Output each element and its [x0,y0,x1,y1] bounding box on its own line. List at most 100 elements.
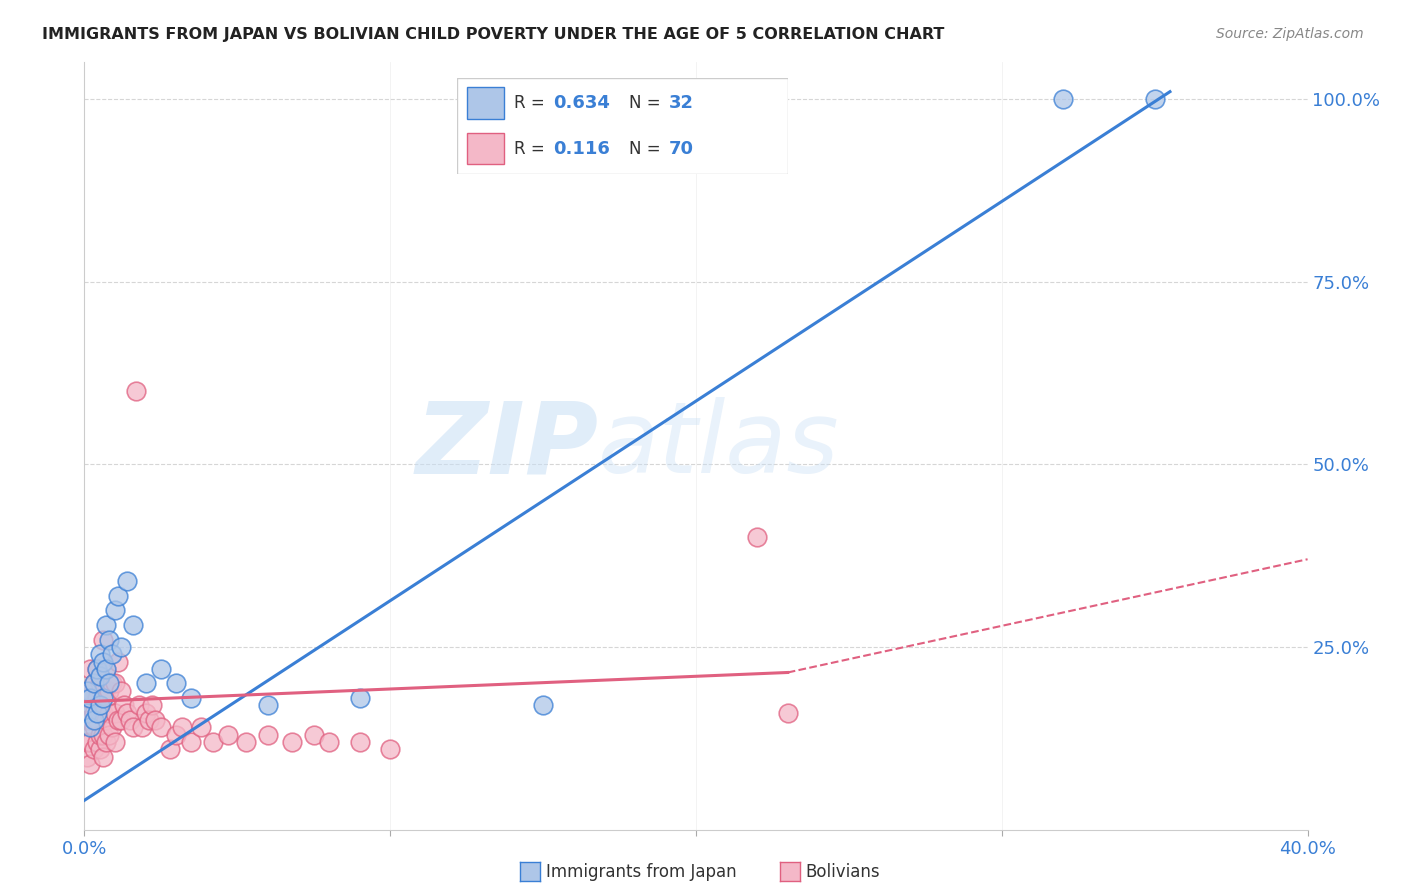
Point [180,735,202,749]
Point [79,720,101,734]
Text: Immigrants from Japan: Immigrants from Japan [546,863,737,881]
Point [79,735,101,749]
Point [1143,92,1166,106]
Point [104,735,127,749]
Point [76,691,98,706]
Point [89,647,111,661]
Point [349,691,371,706]
Point [86,662,108,676]
Point [138,713,160,727]
Point [107,713,129,727]
Point [349,735,371,749]
Point [302,728,325,742]
Point [122,720,145,734]
Point [101,647,124,661]
Point [91,728,114,742]
Point [257,698,280,713]
Point [172,720,194,734]
Point [76,735,98,749]
Point [91,632,114,647]
Point [79,691,101,706]
Text: atlas: atlas [598,398,839,494]
Point [190,720,212,734]
Point [83,676,105,690]
Point [89,742,111,756]
Point [747,530,769,544]
Point [110,683,132,698]
Point [776,706,799,720]
Point [149,720,172,734]
Point [201,735,224,749]
Point [281,735,304,749]
Point [91,749,114,764]
Point [101,720,124,734]
Point [165,676,187,690]
Point [104,676,127,690]
Point [128,698,150,713]
Point [76,683,98,698]
Point [135,706,157,720]
Point [91,655,114,669]
Point [115,706,138,720]
Point [91,691,114,706]
Point [94,735,117,749]
Point [86,691,108,706]
Point [97,706,120,720]
Point [257,728,280,742]
Point [89,676,111,690]
Point [120,713,142,727]
Point [79,713,101,727]
Text: IMMIGRANTS FROM JAPAN VS BOLIVIAN CHILD POVERTY UNDER THE AGE OF 5 CORRELATION C: IMMIGRANTS FROM JAPAN VS BOLIVIAN CHILD … [42,27,945,42]
Point [149,662,172,676]
Point [97,632,120,647]
Point [104,603,127,617]
Point [165,728,187,742]
Point [91,706,114,720]
Point [83,713,105,727]
Text: Bolivians: Bolivians [806,863,880,881]
Point [76,706,98,720]
Point [112,698,135,713]
Point [180,691,202,706]
Point [1052,92,1074,106]
Point [122,618,145,632]
Point [89,698,111,713]
Point [115,574,138,589]
Point [89,706,111,720]
Text: Source: ZipAtlas.com: Source: ZipAtlas.com [1216,27,1364,41]
Point [83,742,105,756]
Point [101,676,124,690]
Point [79,683,101,698]
Point [531,698,554,713]
Point [86,662,108,676]
Point [131,720,153,734]
Point [76,713,98,727]
Point [159,742,181,756]
Point [94,691,117,706]
Point [135,676,157,690]
Point [94,662,117,676]
Point [86,735,108,749]
Point [86,706,108,720]
Point [107,589,129,603]
Point [94,662,117,676]
Point [79,756,101,771]
Point [318,735,340,749]
Point [235,735,257,749]
Point [380,742,402,756]
Point [125,384,148,399]
Point [97,676,120,690]
Point [83,706,105,720]
Point [104,706,127,720]
Point [94,618,117,632]
Point [91,683,114,698]
Point [76,749,98,764]
Point [83,720,105,734]
Point [110,713,132,727]
Point [107,655,129,669]
Point [110,640,132,654]
Point [217,728,239,742]
Point [94,713,117,727]
Point [86,713,108,727]
Text: ZIP: ZIP [415,398,598,494]
